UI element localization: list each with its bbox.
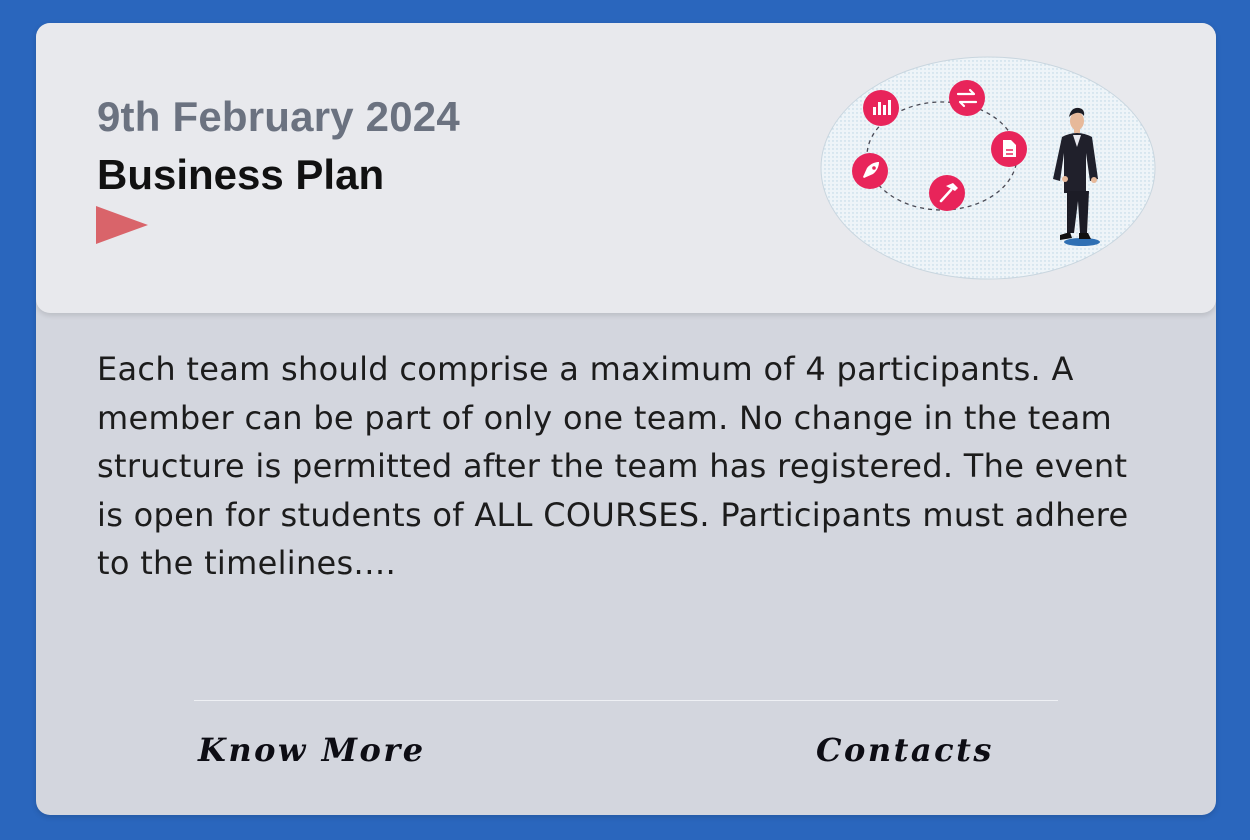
bar-chart-icon (863, 90, 899, 126)
hammer-icon (929, 175, 965, 211)
divider (194, 700, 1058, 701)
card-header: 9th February 2024 Business Plan (36, 23, 1216, 313)
document-icon (991, 131, 1027, 167)
business-illustration (820, 56, 1156, 280)
event-title: Business Plan (97, 151, 385, 198)
play-icon[interactable] (96, 206, 148, 244)
know-more-link[interactable]: Know More (198, 731, 426, 769)
event-description: Each team should comprise a maximum of 4… (97, 350, 1129, 582)
exchange-arrows-icon (949, 80, 985, 116)
event-date: 9th February 2024 (97, 93, 460, 140)
rocket-icon (852, 153, 888, 189)
event-card: 9th February 2024 Business Plan (36, 23, 1216, 815)
businessman-figure (1053, 107, 1100, 246)
contacts-link[interactable]: Contacts (816, 731, 994, 769)
